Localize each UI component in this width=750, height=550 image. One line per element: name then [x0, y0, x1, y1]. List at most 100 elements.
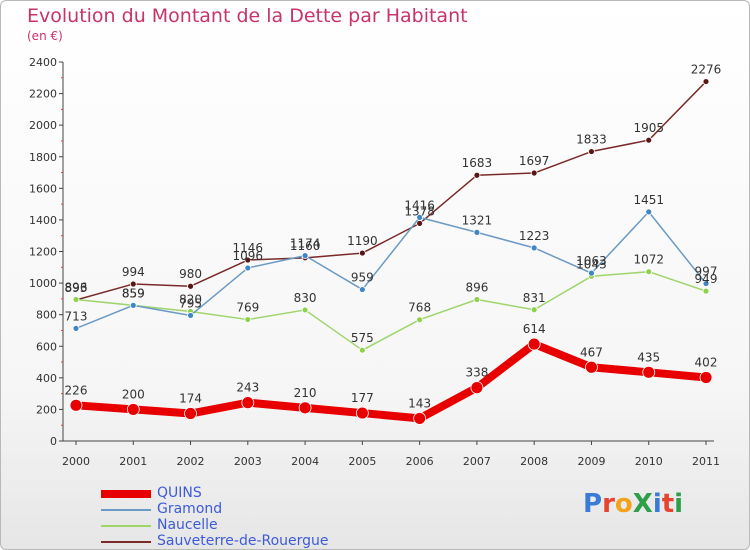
- legend-item-gramond: Gramond: [101, 501, 361, 518]
- data-point: [530, 244, 538, 252]
- data-label: 1096: [233, 249, 264, 263]
- logo-letter: i: [674, 489, 684, 519]
- data-label: 1190: [347, 234, 378, 248]
- data-point: [72, 325, 80, 332]
- data-point: [588, 269, 595, 277]
- data-point: [416, 213, 424, 221]
- data-point: [527, 337, 541, 351]
- data-point: [72, 296, 80, 303]
- data-label: 1416: [404, 198, 435, 212]
- data-point: [413, 412, 427, 425]
- x-tick-label: 2008: [520, 455, 548, 468]
- y-tick-label: 600: [36, 340, 57, 353]
- data-point: [702, 280, 710, 287]
- data-label: 1174: [290, 237, 321, 251]
- data-point: [301, 306, 309, 314]
- data-point: [473, 171, 481, 179]
- y-tick-label: 400: [36, 372, 57, 385]
- legend-swatch-quins: [101, 490, 151, 498]
- logo-letter: X: [632, 489, 653, 519]
- data-label: 830: [294, 291, 317, 305]
- x-tick-label: 2007: [463, 455, 491, 468]
- data-point: [642, 365, 656, 379]
- data-label: 226: [65, 383, 88, 397]
- data-point: [241, 396, 255, 410]
- data-label: 1223: [519, 229, 550, 243]
- logo-letter: r: [602, 489, 615, 519]
- data-label: 467: [580, 345, 603, 359]
- y-tick-label: 1800: [29, 151, 57, 164]
- x-tick-label: 2010: [635, 455, 663, 468]
- data-label: 1683: [462, 156, 493, 170]
- x-tick-label: 2001: [119, 455, 147, 468]
- data-label: 1072: [633, 253, 664, 267]
- data-label: 1905: [633, 121, 664, 135]
- legend-swatch-gramond: [101, 509, 151, 511]
- x-tick-label: 2011: [692, 455, 720, 468]
- x-tick-label: 2005: [348, 455, 376, 468]
- data-label: 896: [65, 281, 88, 295]
- data-label: 177: [351, 391, 374, 405]
- data-point: [645, 268, 653, 276]
- data-label: 896: [465, 281, 488, 295]
- series-line: [75, 270, 707, 351]
- legend-item-sauveterre: Sauveterre-de-Rouergue: [101, 533, 361, 549]
- data-label: 980: [179, 267, 202, 281]
- y-tick-label: 1200: [29, 246, 57, 259]
- data-point: [470, 381, 484, 395]
- data-point: [702, 78, 710, 85]
- data-point: [69, 398, 83, 412]
- data-point: [358, 249, 366, 257]
- chart-subtitle: (en €): [27, 29, 63, 43]
- data-point: [530, 306, 538, 314]
- x-tick-label: 2003: [234, 455, 262, 468]
- data-point: [473, 296, 481, 303]
- x-tick-label: 2006: [406, 455, 434, 468]
- data-label: 859: [122, 286, 145, 300]
- y-tick-label: 0: [50, 435, 57, 448]
- data-label: 893: [65, 281, 88, 295]
- legend-label-sauveterre: Sauveterre-de-Rouergue: [157, 533, 329, 549]
- legend-label-naucelle: Naucelle: [157, 517, 218, 533]
- data-point: [187, 282, 194, 290]
- data-label: 143: [408, 396, 431, 410]
- data-point: [184, 407, 197, 420]
- data-label: 614: [523, 322, 546, 336]
- legend-item-naucelle: Naucelle: [101, 517, 361, 534]
- data-label: 1063: [576, 254, 607, 268]
- data-label: 831: [523, 291, 546, 305]
- data-label: 713: [65, 309, 88, 323]
- data-label: 859: [122, 286, 145, 300]
- data-point: [358, 346, 366, 354]
- data-label: 435: [637, 350, 660, 364]
- x-tick-label: 2000: [62, 455, 90, 468]
- y-tick-label: 800: [36, 309, 57, 322]
- data-point: [588, 148, 595, 155]
- data-point: [416, 316, 424, 324]
- data-point: [301, 252, 309, 260]
- logo-letter: P: [583, 489, 603, 519]
- data-point: [244, 316, 252, 323]
- y-tick-label: 200: [36, 403, 57, 416]
- data-point: [129, 280, 137, 288]
- logo-letter: t: [661, 489, 675, 519]
- data-label: 575: [351, 331, 374, 345]
- data-label: 768: [408, 301, 431, 315]
- data-point: [298, 401, 312, 415]
- data-label: 2276: [691, 63, 722, 77]
- x-tick-label: 2002: [177, 455, 205, 468]
- data-point: [645, 136, 653, 144]
- legend-item-quins: QUINS: [101, 485, 361, 502]
- data-point: [244, 264, 252, 272]
- series-line: [72, 340, 710, 423]
- data-point: [187, 312, 194, 319]
- data-label: 820: [179, 293, 202, 307]
- data-label: 243: [236, 381, 259, 395]
- data-label: 997: [695, 265, 718, 279]
- data-point: [585, 360, 598, 374]
- data-label: 402: [695, 356, 718, 370]
- legend-swatch-sauveterre: [101, 541, 151, 543]
- logo-letter: o: [614, 489, 633, 519]
- data-point: [126, 403, 140, 416]
